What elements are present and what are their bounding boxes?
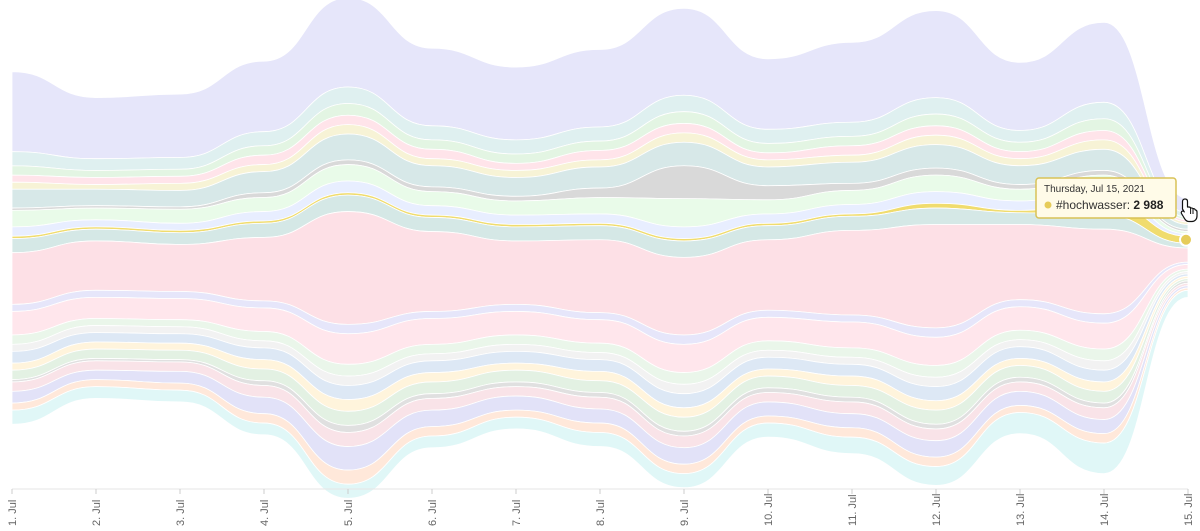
tooltip: Thursday, Jul 15, 2021 #hochwasser: 2 98… [1035,177,1177,219]
x-tick-label: 12. Jul [931,494,943,526]
x-tick-label: 14. Jul [1099,494,1111,526]
hand-cursor-icon [1180,198,1198,223]
x-tick-label: 7. Jul [511,500,523,526]
tooltip-series-name: #hochwasser [1056,198,1127,212]
tooltip-box [1035,177,1177,219]
x-tick-label: 1. Jul [7,500,19,526]
x-tick-label: 8. Jul [595,500,607,526]
x-tick-label: 5. Jul [343,500,355,526]
x-axis-ticks: 1. Jul 2. Jul 3. Jul 4. Jul 5. Jul 6. Jul 7. J… [7,489,1195,526]
x-tick-label: 4. Jul [259,500,271,526]
x-tick-label: 15. Jul [1183,494,1195,526]
x-tick-label: 11. Jul [847,494,859,526]
hover-point[interactable] [1179,232,1193,247]
tooltip-colon: : [1127,198,1134,212]
tooltip-value: 2 988 [1133,198,1163,212]
x-tick-label: 10. Jul [763,494,775,526]
stream-layers [11,0,1189,499]
x-tick-label: 2. Jul [91,500,103,526]
x-tick-label: 3. Jul [175,500,187,526]
tooltip-series-line: #hochwasser: 2 988 [1056,198,1164,212]
stream-layer[interactable] [11,289,1189,499]
tooltip-series-swatch [1044,201,1052,209]
tooltip-date: Thursday, Jul 15, 2021 [1044,184,1145,195]
x-tick-label: 13. Jul [1015,494,1027,526]
x-tick-label: 6. Jul [427,500,439,526]
hover-marker[interactable] [1179,198,1198,247]
x-tick-label: 9. Jul [679,500,691,526]
x-axis: 1. Jul 2. Jul 3. Jul 4. Jul 5. Jul 6. Jul 7. J… [7,488,1195,526]
